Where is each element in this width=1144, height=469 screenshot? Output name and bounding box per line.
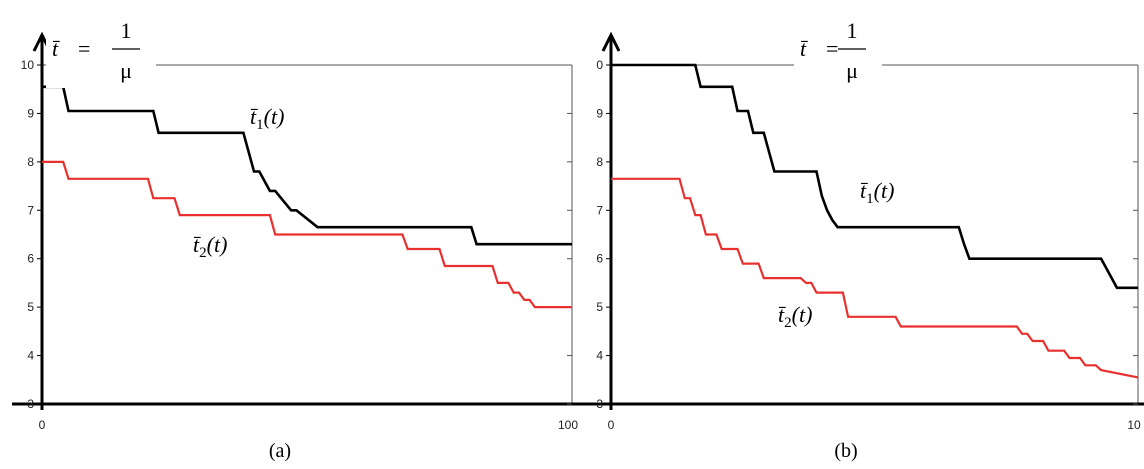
x-tick-label: 100 [558, 418, 578, 432]
series-line-2 [611, 177, 1139, 379]
annotation-background [794, 14, 882, 88]
chart-panel-b: 3 4 5 6 7 8 9 0 0 10 t̄1(t) t̄2(t) t̄ = 1 μ (b) [581, 14, 1144, 462]
annotation-denominator: μ [846, 58, 858, 83]
y-tick-label: 7 [27, 203, 34, 217]
annotation-lhs: t̄ [800, 36, 808, 61]
annotation-background [46, 14, 156, 88]
annotation-numerator: 1 [847, 18, 858, 43]
y-tick-label: 9 [596, 106, 603, 120]
annotation-equals: = [826, 36, 838, 61]
x-tick-label: 10 [1127, 418, 1141, 432]
y-tick-label: 5 [27, 300, 34, 314]
series-line-1 [42, 85, 572, 246]
series-label-2: t̄2(t) [193, 232, 227, 261]
y-axis-arrow [601, 31, 621, 52]
y-tick-label: 10 [21, 58, 35, 72]
annotation-numerator: 1 [121, 18, 132, 43]
y-tick-label: 5 [596, 300, 603, 314]
panel-caption: (a) [269, 440, 291, 462]
x-tick-label: 0 [39, 418, 46, 432]
annotation-equals: = [78, 36, 90, 61]
y-tick-label: 8 [27, 155, 34, 169]
series-line-2 [42, 160, 572, 309]
series-label-1: t̄1(t) [860, 178, 894, 207]
x-tick-label: 0 [608, 418, 615, 432]
panel-caption: (b) [834, 440, 857, 462]
series-label-1: t̄1(t) [250, 104, 284, 133]
y-tick-label: 3 [596, 397, 603, 411]
y-tick-label: 4 [27, 349, 34, 363]
y-tick-label: 4 [596, 349, 603, 363]
y-tick-label: 0 [596, 58, 603, 72]
y-tick-label: 6 [596, 252, 603, 266]
y-tick-label: 6 [27, 252, 34, 266]
y-tick-label: 9 [27, 106, 34, 120]
y-tick-label: 8 [596, 155, 603, 169]
series-line-1 [611, 63, 1138, 290]
annotation-denominator: μ [120, 58, 132, 83]
series-label-2: t̄2(t) [778, 302, 812, 331]
annotation-lhs: t̄ [52, 36, 60, 61]
y-tick-label: 7 [596, 203, 603, 217]
y-tick-label: 3 [27, 397, 34, 411]
